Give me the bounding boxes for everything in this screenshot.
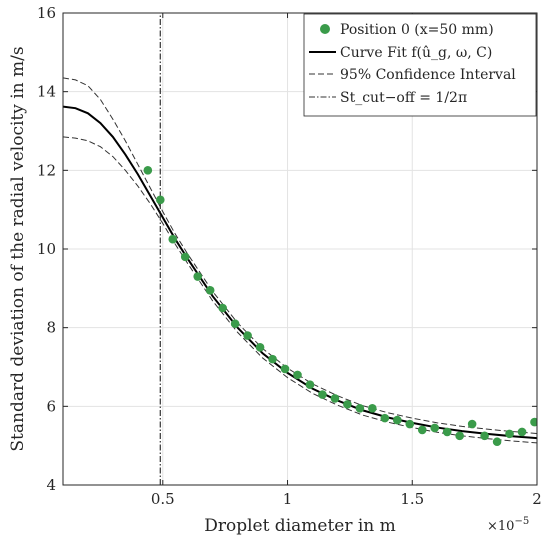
data-point — [417, 425, 427, 435]
data-point — [268, 354, 277, 364]
y-tick-label: 16 — [37, 4, 56, 22]
data-point — [442, 427, 452, 437]
data-point — [392, 415, 402, 425]
data-point — [255, 343, 265, 352]
data-point — [293, 370, 302, 380]
plot-area — [63, 13, 537, 485]
data-point — [143, 166, 153, 175]
x-axis-label: Droplet diameter in m — [204, 516, 396, 536]
data-point — [455, 431, 464, 441]
data-point — [305, 380, 315, 390]
y-tick-label: 8 — [46, 319, 56, 337]
data-point — [318, 390, 327, 399]
data-point — [517, 427, 527, 437]
y-tick-label: 6 — [46, 397, 56, 415]
x-tick-label: 1 — [283, 490, 293, 508]
data-point — [330, 394, 340, 403]
data-point — [467, 419, 477, 429]
y-tick-label: 12 — [37, 161, 56, 179]
y-axis-label: Standard deviation of the radial velocit… — [8, 46, 28, 451]
legend: Position 0 (x=50 mm) Curve Fit f(û_g, ω,… — [303, 13, 537, 117]
legend-label-cutoff: St_cut−off = 1/2π — [340, 90, 467, 106]
data-point — [230, 319, 240, 329]
axis-ticks: 0.5 1 1.5 2 4 6 8 10 12 14 16 — [37, 4, 542, 508]
legend-marker-position — [320, 24, 330, 34]
data-point — [343, 400, 352, 409]
y-tick-label: 14 — [37, 83, 56, 101]
y-tick-label: 4 — [46, 476, 56, 494]
data-point — [218, 303, 227, 313]
data-point — [243, 331, 252, 340]
y-tick-label: 10 — [37, 240, 56, 258]
data-point — [193, 272, 203, 281]
data-point — [530, 417, 537, 427]
confidence-interval-line — [63, 136, 537, 444]
data-point — [480, 431, 489, 441]
data-point — [355, 404, 365, 413]
data-point — [405, 419, 415, 429]
data-point — [368, 404, 377, 413]
data-point — [168, 234, 178, 244]
data-point — [205, 286, 215, 295]
legend-label-fit: Curve Fit f(û_g, ω, C) — [340, 45, 492, 61]
data-point — [492, 437, 502, 447]
x-multiplier-base: ×10 — [487, 519, 514, 534]
x-tick-label: 2 — [532, 490, 542, 508]
data-point — [430, 423, 440, 433]
x-multiplier: ×10−5 — [487, 516, 529, 534]
legend-label-position: Position 0 (x=50 mm) — [340, 22, 494, 38]
x-multiplier-exponent: −5 — [514, 516, 529, 527]
legend-box — [303, 13, 537, 117]
x-tick-label: 1.5 — [400, 490, 424, 508]
data-point — [380, 413, 390, 423]
data-point — [505, 429, 514, 439]
data-point — [180, 252, 190, 262]
legend-label-ci: 95% Confidence Interval — [340, 67, 516, 83]
data-point — [280, 364, 290, 374]
data-point — [155, 195, 165, 205]
x-tick-label: 0.5 — [151, 490, 175, 508]
